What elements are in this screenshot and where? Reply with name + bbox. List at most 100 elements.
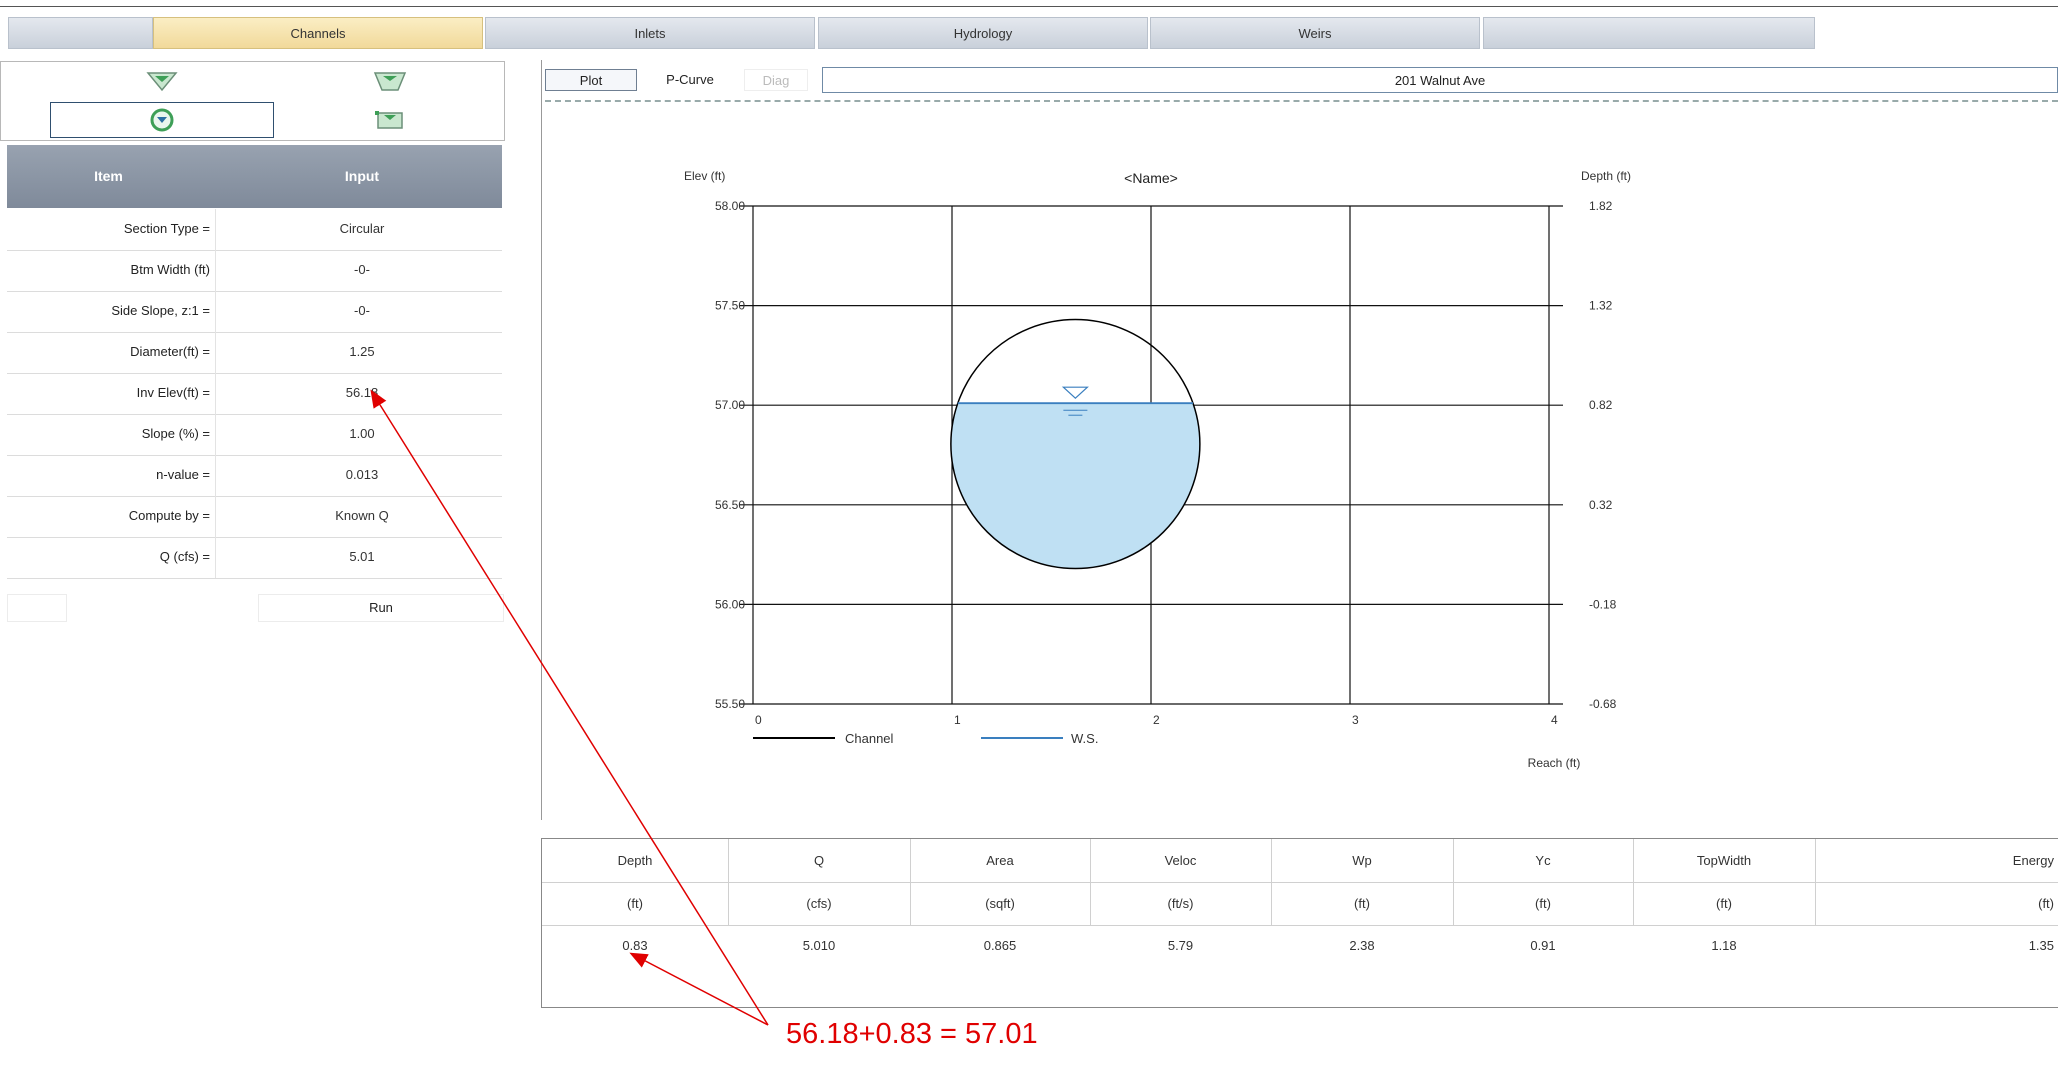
y-tick-right: 0.32 (1589, 498, 1613, 512)
results-unit: (ft/s) (1167, 896, 1194, 911)
top-rule (0, 6, 2058, 7)
x-tick: 1 (954, 713, 961, 727)
y-tick-right: 1.32 (1589, 299, 1613, 313)
grid-row-section-type[interactable]: Section Type = Circular (7, 209, 502, 251)
annotation-text: 56.18+0.83 = 57.01 (786, 1018, 1038, 1050)
results-header: Energy (2012, 853, 2054, 868)
row-label: Btm Width (ft) (130, 262, 210, 277)
results-header: TopWidth (1696, 853, 1752, 868)
y-tick-left: 56.00 (715, 597, 745, 611)
row-label: Q (cfs) = (159, 549, 210, 564)
results-value: 5.79 (1167, 938, 1194, 953)
results-header: Yc (1535, 853, 1551, 868)
results-value: 5.010 (802, 938, 836, 953)
grid-row-compute-by[interactable]: Compute by = Known Q (7, 496, 502, 538)
grid-row-q[interactable]: Q (cfs) = 5.01 (7, 537, 502, 579)
results-column-separator (728, 839, 729, 925)
row-label: Side Slope, z:1 = (111, 303, 210, 318)
section-type-toolbar (0, 61, 505, 141)
grid-row-btm-width[interactable]: Btm Width (ft) -0- (7, 250, 502, 292)
y-tick-left: 57.50 (715, 299, 745, 313)
grid-row-slope[interactable]: Slope (%) = 1.00 (7, 414, 502, 456)
results-column-separator (1090, 839, 1091, 925)
tab-channels[interactable]: Channels (153, 17, 483, 49)
header-input: Input (344, 168, 380, 184)
results-column-separator (1815, 839, 1816, 925)
results-value: 0.91 (1530, 938, 1556, 953)
row-value[interactable]: 1.00 (349, 426, 375, 441)
channel-type-rectangular-button[interactable] (278, 102, 502, 138)
y-tick-left: 56.50 (715, 498, 745, 512)
y-tick-left: 55.50 (715, 697, 745, 711)
row-label: Inv Elev(ft) = (136, 385, 210, 400)
channel-type-triangle-button[interactable] (50, 64, 274, 100)
plot-button[interactable]: Plot (545, 69, 637, 91)
input-grid-header: Item Input (7, 145, 502, 208)
row-value[interactable]: 0.013 (345, 467, 379, 482)
results-value: 1.18 (1711, 938, 1737, 953)
trapezoid-channel-icon (373, 72, 407, 91)
y-tick-right: -0.68 (1589, 697, 1617, 711)
y-axis-left-label: Elev (ft) (684, 169, 725, 183)
results-unit: (ft) (1354, 896, 1370, 911)
results-value: 2.38 (1349, 938, 1375, 953)
row-value[interactable]: -0- (354, 262, 370, 277)
results-value: 1.35 (2028, 938, 2054, 953)
grid-row-diameter[interactable]: Diameter(ft) = 1.25 (7, 332, 502, 374)
results-header: Depth (617, 853, 653, 868)
y-axis-right-label: Depth (ft) (1581, 169, 1631, 183)
row-value[interactable]: -0- (354, 303, 370, 318)
x-tick: 0 (755, 713, 762, 727)
cross-section-chart: <Name> Elev (ft) Depth (ft) Reach (ft) 5… (684, 169, 1631, 770)
results-column-separator (910, 839, 911, 925)
circular-pipe-icon (150, 108, 174, 132)
y-tick-left: 58.00 (715, 199, 745, 213)
grid-row-side-slope[interactable]: Side Slope, z:1 = -0- (7, 291, 502, 333)
run-button[interactable]: Run (258, 594, 504, 622)
row-value[interactable]: Known Q (335, 508, 389, 523)
results-header: Wp (1352, 853, 1372, 868)
results-value: 0.865 (983, 938, 1017, 953)
triangle-channel-icon (146, 72, 178, 92)
results-unit: (ft) (1716, 896, 1732, 911)
channel-type-trapezoid-button[interactable] (278, 64, 502, 100)
water-surface-marker-icon (1061, 386, 1089, 400)
chart-title: <Name> (1124, 170, 1178, 186)
tab-blank-left[interactable] (8, 17, 153, 49)
grid-row-inv-elev[interactable]: Inv Elev(ft) = 56.18 (7, 373, 502, 415)
row-label: n-value = (156, 467, 210, 482)
results-column-separator (1271, 839, 1272, 925)
p-curve-button[interactable]: P-Curve (666, 72, 714, 87)
row-value[interactable]: 5.01 (349, 549, 375, 564)
tab-weirs[interactable]: Weirs (1150, 17, 1480, 49)
row-label: Section Type = (123, 221, 210, 236)
x-tick: 4 (1551, 713, 1558, 727)
grid-row-n-value[interactable]: n-value = 0.013 (7, 455, 502, 497)
results-header: Q (813, 853, 825, 868)
diag-button[interactable]: Diag (744, 69, 808, 91)
legend-ws-label: W.S. (1071, 731, 1098, 746)
results-unit: (ft) (2038, 896, 2054, 911)
toolbar-divider (545, 100, 2058, 102)
row-value[interactable]: 1.25 (349, 344, 375, 359)
results-header: Veloc (1164, 853, 1197, 868)
project-title-field[interactable]: 201 Walnut Ave (822, 67, 2058, 93)
tab-blank-right[interactable] (1483, 17, 1815, 49)
results-column-separator (1633, 839, 1634, 925)
row-label: Diameter(ft) = (130, 344, 210, 359)
row-label: Compute by = (128, 508, 210, 523)
channel-type-circular-button[interactable] (50, 102, 274, 138)
row-label: Slope (%) = (141, 426, 210, 441)
x-tick: 2 (1153, 713, 1160, 727)
tab-hydrology[interactable]: Hydrology (818, 17, 1148, 49)
results-unit: (ft) (627, 896, 643, 911)
run-row-spacer (7, 594, 67, 622)
header-item: Item (94, 168, 123, 184)
tab-inlets[interactable]: Inlets (485, 17, 815, 49)
x-axis-label: Reach (ft) (1528, 756, 1581, 770)
row-value[interactable]: Circular (339, 221, 385, 236)
results-value: 0.83 (622, 938, 648, 953)
water-fill (950, 403, 1200, 569)
row-value[interactable]: 56.18 (345, 385, 379, 400)
y-tick-right: 0.82 (1589, 398, 1613, 412)
